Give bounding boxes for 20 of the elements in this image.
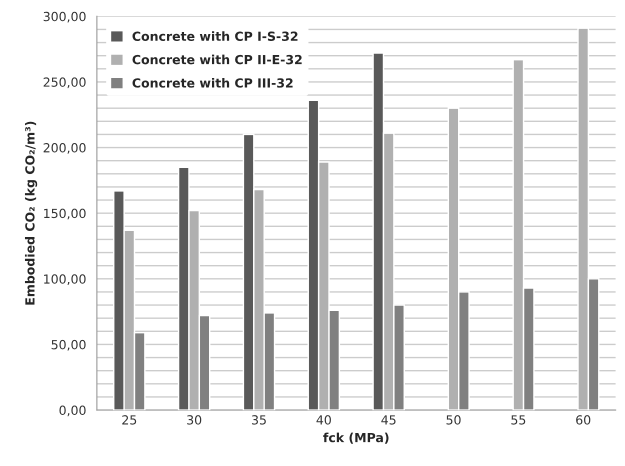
x-tick-label: 50 — [446, 415, 461, 425]
y-tick-label: 200,00 — [44, 143, 86, 154]
y-tick-label: 100,00 — [44, 274, 86, 286]
x-axis-title: fck (MPa) — [323, 432, 388, 444]
y-tick-label: 50,00 — [52, 340, 86, 351]
y-tick-label: 250,00 — [44, 77, 86, 88]
y-tick-label: 150,00 — [44, 208, 86, 220]
legend-label: Concrete with CP III-32 — [132, 78, 293, 88]
y-tick-label: 300,00 — [44, 12, 86, 23]
x-tick-label: 30 — [187, 415, 202, 425]
x-tick-label: 25 — [122, 415, 136, 425]
y-axis-title: Embodied CO₂ (kg CO₂/m³) — [24, 122, 38, 305]
x-tick-label: 45 — [381, 415, 396, 425]
y-tick-label: 0,00 — [59, 406, 86, 416]
x-tick-label: 40 — [316, 415, 331, 425]
x-tick-label: 55 — [511, 415, 526, 425]
legend-label: Concrete with CP I-S-32 — [132, 31, 298, 41]
x-tick-label: 60 — [576, 415, 590, 425]
legend-label: Concrete with CP II-E-32 — [132, 54, 302, 64]
x-tick-label: 35 — [252, 415, 266, 425]
